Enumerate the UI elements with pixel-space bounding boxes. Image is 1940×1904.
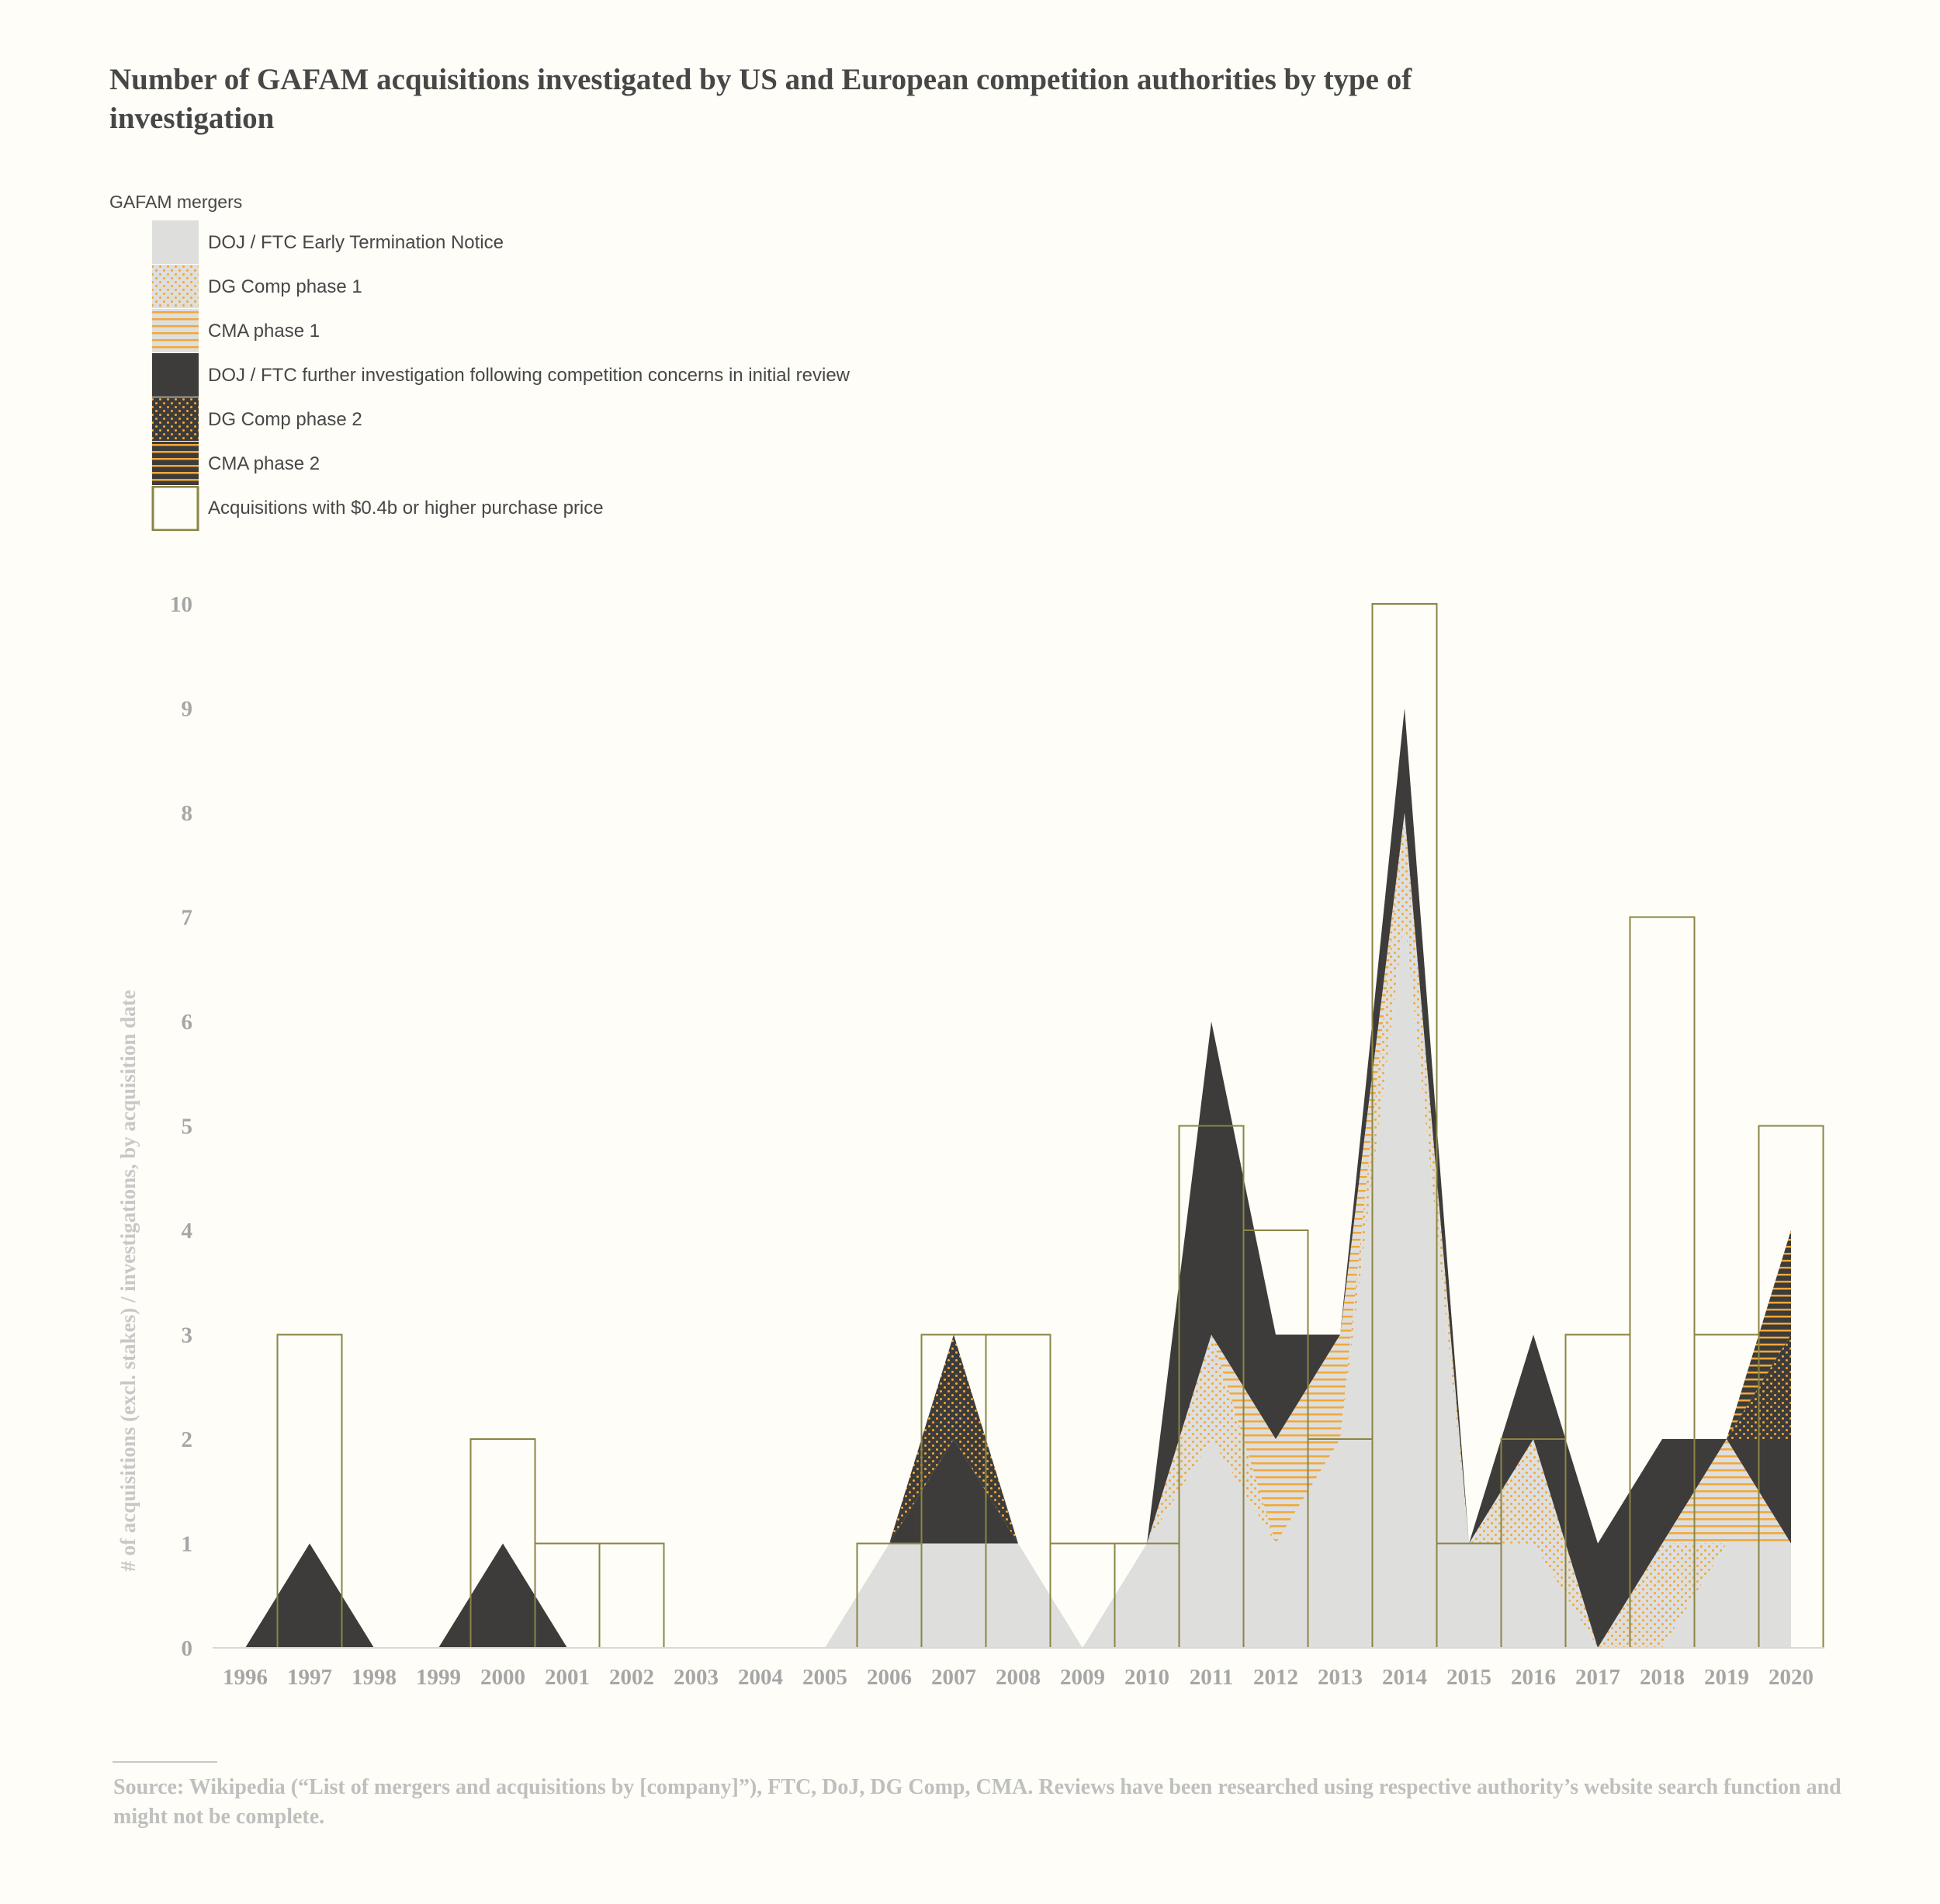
y-tick-label: 5 — [182, 1115, 193, 1139]
legend-label: Acquisitions with $0.4b or higher purcha… — [208, 498, 604, 518]
legend-swatch-doj-ftc-early — [152, 220, 199, 264]
x-tick-label: 2019 — [1704, 1665, 1749, 1690]
y-axis-label: # of acquisitions (excl. stakes) / inves… — [116, 990, 140, 1571]
source-note: Source: Wikipedia (“List of mergers and … — [113, 1775, 1841, 1829]
legend-swatch-cma-phase-1 — [152, 309, 199, 352]
area-series-1 — [245, 813, 1791, 1648]
x-tick-label: 2016 — [1511, 1665, 1556, 1690]
legend-item-cma-phase-2: CMA phase 2 — [151, 442, 1159, 487]
y-tick-label: 8 — [182, 801, 193, 826]
area-series-group — [245, 708, 1791, 1648]
x-tick-label: 2002 — [609, 1665, 654, 1690]
x-tick-label: 1999 — [416, 1665, 461, 1690]
y-tick-label: 2 — [182, 1427, 193, 1452]
legend-label: DG Comp phase 2 — [208, 409, 362, 430]
source-divider — [113, 1761, 217, 1763]
chart-title: Number of GAFAM acquisitions investigate… — [109, 63, 1412, 135]
y-tick-label: 6 — [182, 1010, 193, 1035]
x-tick-label: 2007 — [931, 1665, 976, 1690]
legend-swatch-dg-comp-phase-2 — [152, 397, 199, 441]
x-tick-label: 2014 — [1382, 1665, 1427, 1690]
x-tick-label: 2006 — [867, 1665, 912, 1690]
legend-item-cma-phase-1: CMA phase 1 — [151, 309, 1159, 354]
axes-group: 0 1 2 3 4 5 6 7 8 9 10 1996 1997 1998 1999 2000 2001 2002… — [170, 592, 1824, 1690]
x-tick-label: 2009 — [1060, 1665, 1105, 1690]
legend-item-dg-comp-phase-2: DG Comp phase 2 — [151, 397, 1159, 442]
bar-outlines-group — [276, 603, 1824, 1649]
x-tick-label: 2005 — [802, 1665, 847, 1690]
x-tick-label: 2020 — [1769, 1665, 1814, 1690]
y-tick-label: 0 — [182, 1636, 193, 1661]
legend-item-doj-ftc-early: DOJ / FTC Early Termination Notice — [151, 220, 1159, 265]
y-tick-label: 7 — [182, 906, 193, 931]
legend-item-doj-ftc-further: DOJ / FTC further investigation followin… — [151, 353, 1159, 398]
legend-item-dg-comp-phase-1: DG Comp phase 1 — [151, 265, 1159, 310]
y-tick-label: 10 — [170, 592, 192, 617]
y-tick-label: 9 — [182, 697, 193, 722]
x-tick-label: 2011 — [1190, 1665, 1233, 1690]
legend-item-acquisitions: Acquisitions with $0.4b or higher purcha… — [151, 486, 1159, 531]
y-tick-label: 1 — [182, 1532, 193, 1557]
acquisition-bar — [598, 1542, 665, 1649]
legend-label: CMA phase 2 — [208, 453, 320, 474]
x-tick-label: 2012 — [1253, 1665, 1298, 1690]
area-series-0 — [245, 917, 1791, 1648]
legend-swatch-dg-comp-phase-1 — [152, 265, 199, 308]
x-tick-label: 2000 — [480, 1665, 525, 1690]
legend-swatch-acquisitions — [151, 486, 199, 531]
legend-label: DG Comp phase 1 — [208, 276, 362, 297]
x-tick-label: 2013 — [1318, 1665, 1363, 1690]
y-tick-label: 4 — [182, 1219, 193, 1243]
x-tick-label: 1998 — [352, 1665, 397, 1690]
x-tick-label: 2010 — [1124, 1665, 1169, 1690]
legend-label: DOJ / FTC further investigation followin… — [208, 365, 850, 386]
x-tick-label: 2003 — [674, 1665, 719, 1690]
x-tick-label: 2018 — [1640, 1665, 1685, 1690]
x-tick-label: 1996 — [223, 1665, 268, 1690]
x-tick-label: 2017 — [1575, 1665, 1620, 1690]
legend-label: CMA phase 1 — [208, 321, 320, 342]
legend-swatch-doj-ftc-further — [152, 353, 199, 397]
x-tick-label: 2001 — [545, 1665, 590, 1690]
legend-swatch-cma-phase-2 — [152, 442, 199, 485]
x-tick-label: 1997 — [287, 1665, 332, 1690]
area-series-3 — [245, 708, 1791, 1648]
x-tick-label: 2004 — [738, 1665, 783, 1690]
x-tick-label: 2008 — [996, 1665, 1041, 1690]
x-tick-label: 2015 — [1446, 1665, 1491, 1690]
legend-title: GAFAM mergers — [109, 192, 243, 212]
legend-label: DOJ / FTC Early Termination Notice — [208, 232, 504, 253]
y-tick-label: 3 — [182, 1323, 193, 1348]
